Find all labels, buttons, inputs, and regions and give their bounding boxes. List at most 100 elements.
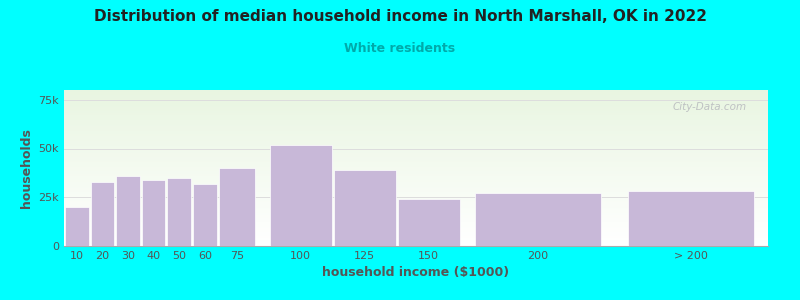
Bar — [64, 187, 768, 188]
Bar — [64, 211, 768, 212]
Bar — [64, 237, 768, 238]
Bar — [64, 143, 768, 144]
Bar — [64, 244, 768, 245]
Bar — [167, 178, 191, 246]
Text: Distribution of median household income in North Marshall, OK in 2022: Distribution of median household income … — [94, 9, 706, 24]
Bar — [64, 239, 768, 240]
Bar — [64, 199, 768, 200]
Bar — [64, 197, 768, 198]
Bar — [218, 168, 255, 246]
Bar — [64, 198, 768, 199]
Text: City-Data.com: City-Data.com — [673, 103, 747, 112]
Bar — [64, 213, 768, 214]
Bar — [64, 178, 768, 179]
Bar — [64, 188, 768, 189]
Bar — [64, 161, 768, 162]
Text: White residents: White residents — [345, 42, 455, 55]
Bar — [64, 92, 768, 93]
Bar — [64, 220, 768, 221]
Bar — [64, 105, 768, 106]
Bar — [64, 148, 768, 149]
Bar — [64, 117, 768, 118]
Bar — [64, 99, 768, 101]
Bar — [64, 225, 768, 226]
Bar — [64, 136, 768, 137]
Bar — [64, 202, 768, 203]
Bar — [398, 199, 460, 246]
Bar — [64, 208, 768, 210]
Bar — [64, 155, 768, 157]
Bar — [64, 214, 768, 215]
Bar — [64, 134, 768, 135]
Bar — [64, 227, 768, 228]
Bar — [64, 231, 768, 232]
Bar — [64, 147, 768, 148]
Bar — [64, 183, 768, 184]
Bar — [64, 235, 768, 236]
Bar — [64, 97, 768, 98]
Bar — [64, 232, 768, 233]
Bar — [64, 93, 768, 94]
Bar — [334, 170, 396, 246]
Bar — [64, 94, 768, 95]
Bar — [64, 173, 768, 174]
Bar — [64, 162, 768, 163]
Bar — [193, 184, 217, 246]
Bar — [64, 142, 768, 143]
Bar — [64, 179, 768, 181]
Bar — [64, 203, 768, 204]
Bar — [64, 233, 768, 235]
Bar — [64, 113, 768, 114]
Bar — [64, 101, 768, 103]
Bar — [64, 149, 768, 150]
Bar — [64, 189, 768, 190]
Bar — [64, 125, 768, 126]
Bar — [64, 153, 768, 154]
Bar — [90, 182, 114, 246]
Bar — [64, 144, 768, 145]
Bar — [64, 190, 768, 191]
Bar — [64, 135, 768, 136]
Bar — [64, 218, 768, 219]
Bar — [64, 114, 768, 115]
Bar — [64, 160, 768, 161]
Bar — [64, 110, 768, 111]
Bar — [64, 90, 768, 91]
Bar — [64, 223, 768, 224]
Bar — [64, 226, 768, 227]
Bar — [64, 238, 768, 239]
Bar — [64, 191, 768, 192]
Bar — [64, 95, 768, 96]
Bar — [64, 193, 768, 194]
Bar — [64, 126, 768, 128]
Bar — [64, 140, 768, 141]
Bar — [64, 141, 768, 142]
Bar — [64, 221, 768, 222]
Bar — [64, 168, 768, 169]
Bar — [64, 91, 768, 92]
Bar — [64, 170, 768, 171]
Bar — [64, 171, 768, 172]
Bar — [64, 201, 768, 202]
Bar — [64, 154, 768, 155]
Bar — [64, 177, 768, 178]
Bar — [64, 200, 768, 201]
Bar — [64, 119, 768, 120]
Bar — [64, 222, 768, 223]
Bar — [64, 182, 768, 183]
Bar — [64, 146, 768, 147]
Bar — [64, 181, 768, 182]
Bar — [64, 224, 768, 225]
Bar — [270, 145, 332, 246]
Bar — [64, 175, 768, 176]
Bar — [64, 122, 768, 123]
Bar — [64, 163, 768, 164]
Bar — [64, 240, 768, 241]
Bar — [64, 130, 768, 132]
Bar — [64, 176, 768, 177]
Bar — [64, 219, 768, 220]
Bar — [64, 108, 768, 109]
Bar — [142, 180, 166, 246]
Bar — [64, 115, 768, 116]
Bar — [64, 204, 768, 206]
